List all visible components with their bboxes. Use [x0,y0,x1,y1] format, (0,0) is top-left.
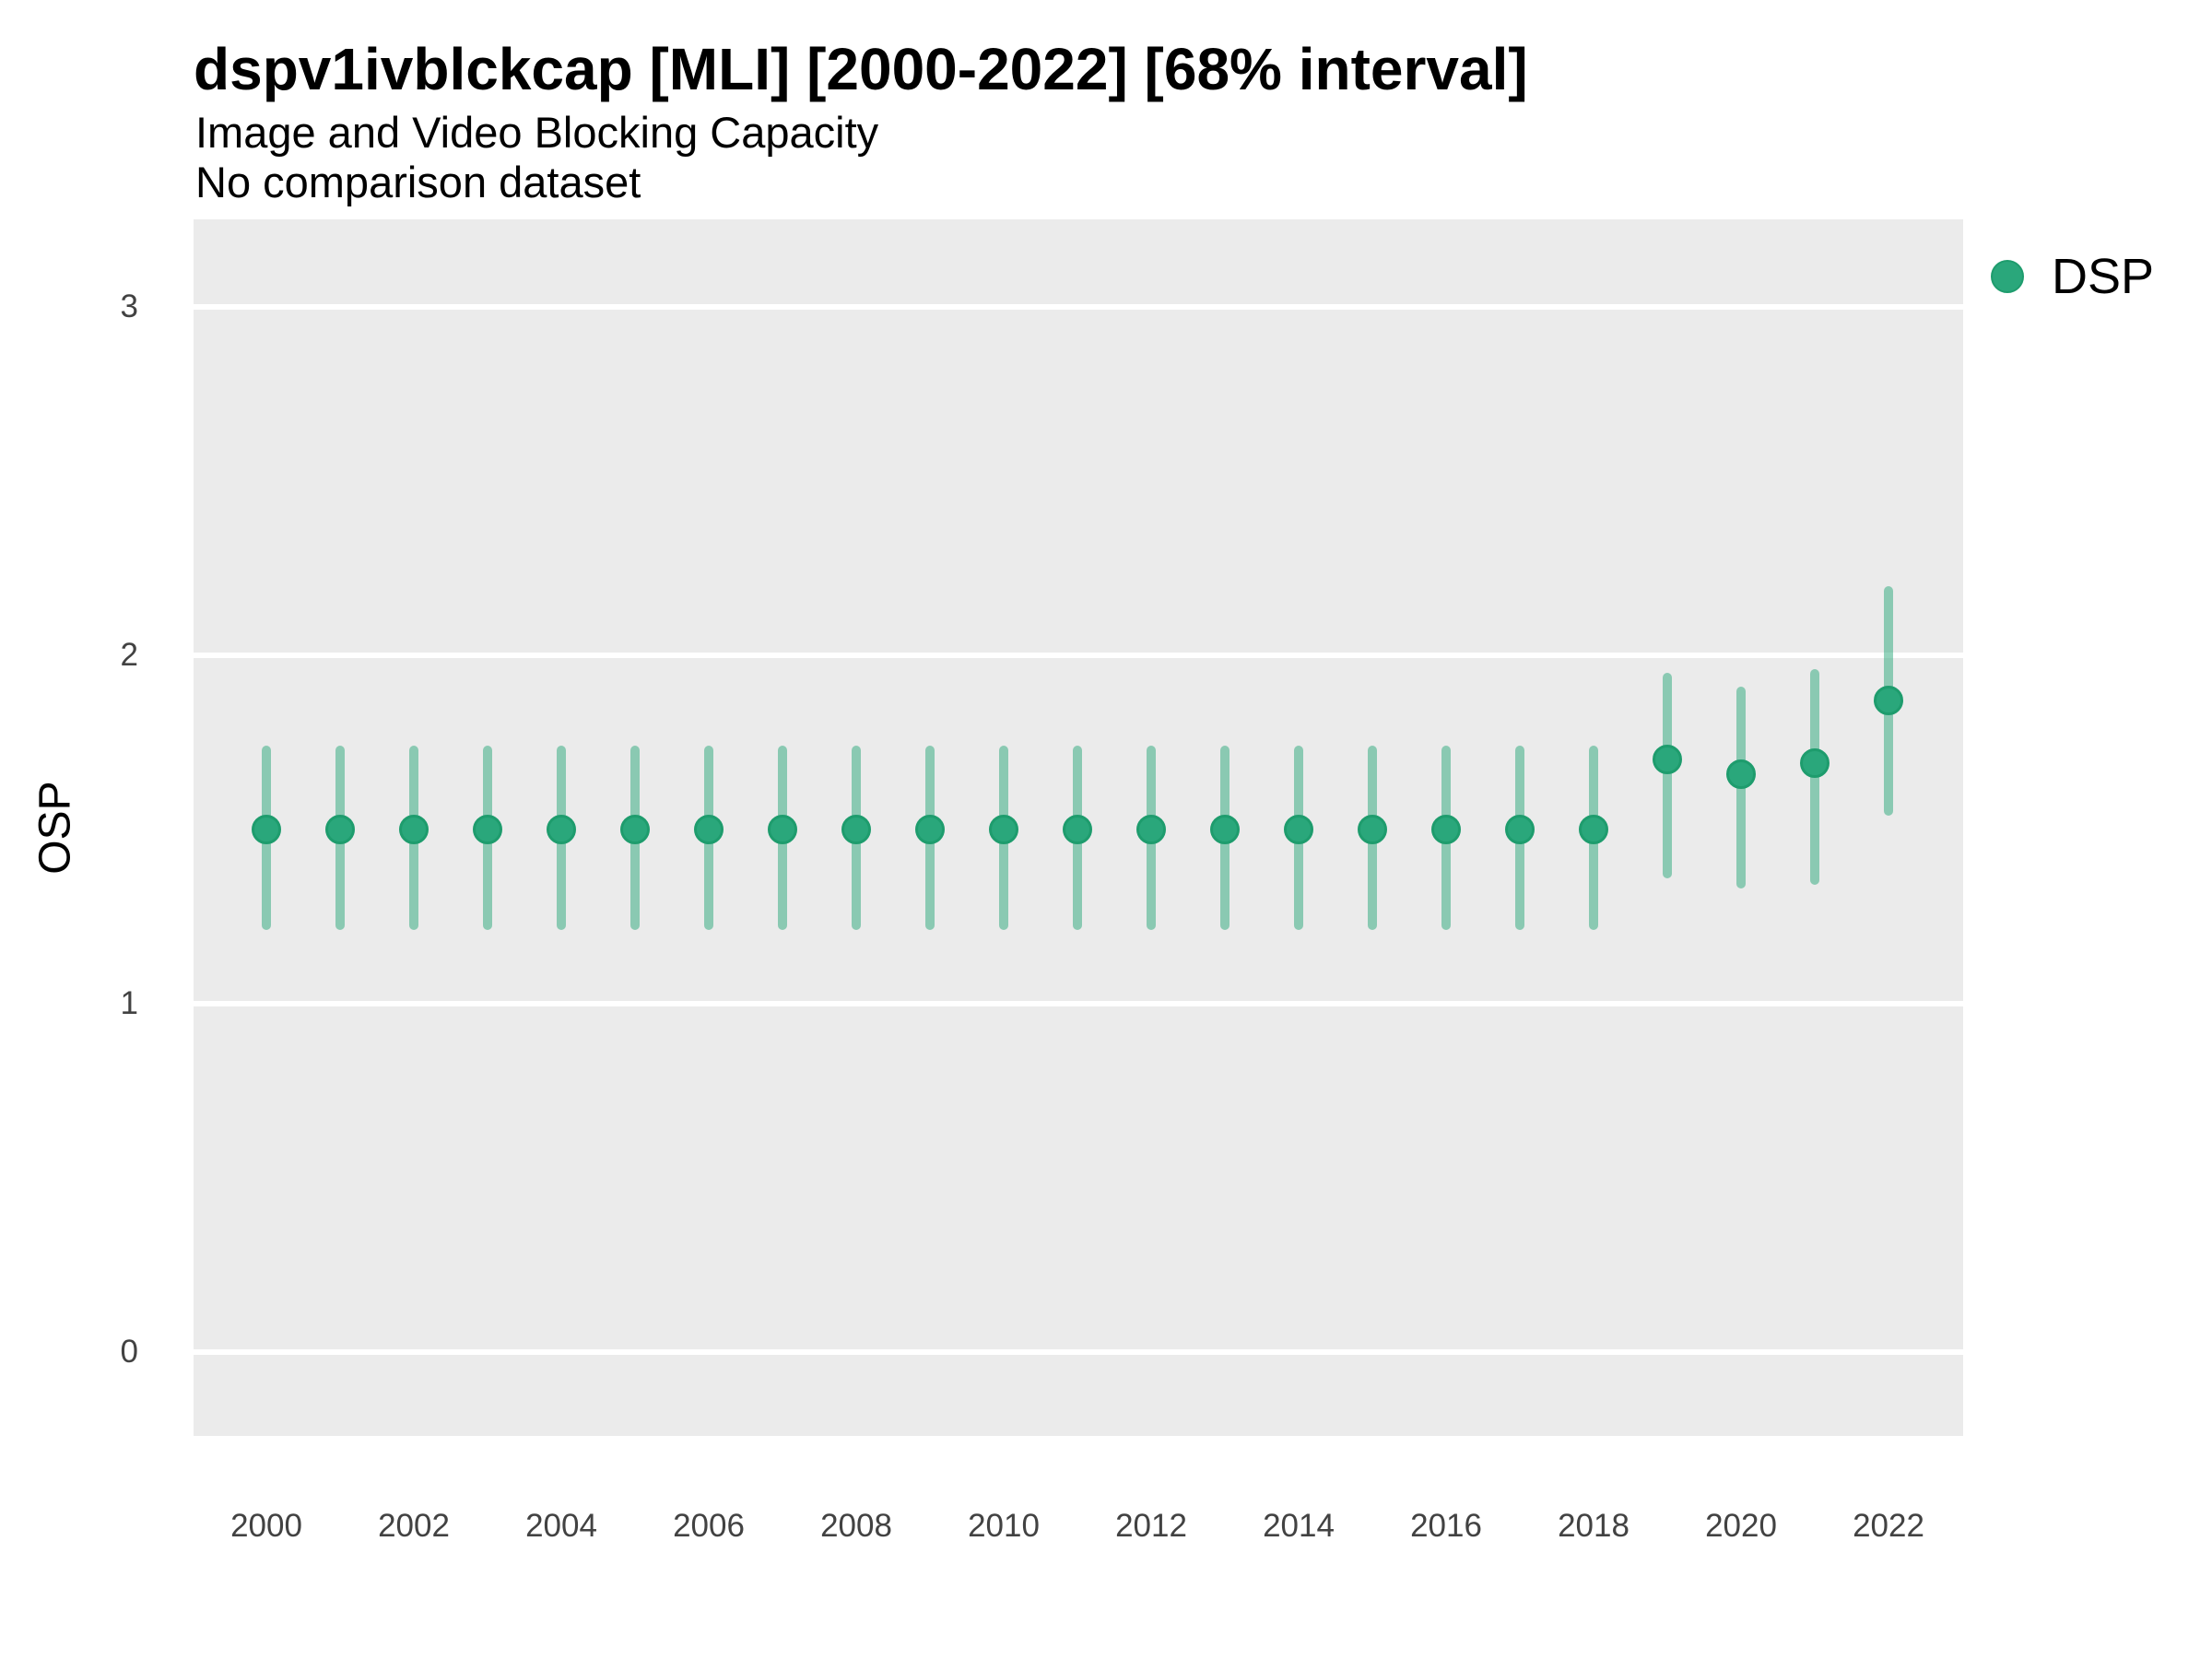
point-2022 [1874,686,1903,716]
point-2021 [1800,748,1830,779]
y-tick-label: 3 [120,288,138,325]
x-tick-label: 2014 [1263,1508,1335,1544]
point-2012 [1136,814,1166,844]
x-tick-label: 2012 [1115,1508,1187,1544]
point-2020 [1726,759,1756,789]
y-tick-label: 1 [120,984,138,1021]
legend-label: DSP [2052,249,2155,304]
point-2016 [1431,814,1461,844]
x-tick-label: 2018 [1558,1508,1630,1544]
y-gridline-0 [194,1348,1963,1355]
point-2003 [473,814,502,844]
chart-note: No comparison dataset [195,158,641,206]
x-tick-label: 2000 [230,1508,302,1544]
y-gridline-2 [194,653,1963,659]
point-2019 [1653,745,1682,775]
point-2009 [915,814,945,844]
y-axis-title: OSP [30,781,80,875]
point-2011 [1063,814,1092,844]
point-2004 [547,814,576,844]
point-2014 [1284,814,1313,844]
point-2001 [325,814,355,844]
legend-dot-icon [1991,260,2024,293]
y-gridline-3 [194,304,1963,311]
x-tick-label: 2022 [1853,1508,1924,1544]
point-2010 [989,814,1018,844]
point-2018 [1579,814,1608,844]
x-tick-label: 2016 [1410,1508,1482,1544]
point-2007 [768,814,797,844]
point-2005 [620,814,650,844]
point-2013 [1210,814,1240,844]
x-tick-label: 2010 [968,1508,1040,1544]
point-2000 [252,814,281,844]
chart-subtitle: Image and Video Blocking Capacity [195,108,879,157]
legend: DSP [1991,244,2203,309]
point-2006 [694,814,724,844]
x-tick-label: 2020 [1705,1508,1777,1544]
x-tick-label: 2006 [673,1508,745,1544]
x-tick-label: 2008 [820,1508,892,1544]
y-gridline-1 [194,1000,1963,1006]
x-tick-label: 2004 [525,1508,597,1544]
x-tick-label: 2002 [378,1508,450,1544]
point-2002 [399,814,429,844]
interval-bar-2019 [1663,672,1672,878]
chart-title: dspv1ivblckcap [MLI] [2000-2022] [68% in… [194,36,1528,102]
point-2015 [1358,814,1387,844]
y-tick-label: 0 [120,1333,138,1370]
y-tick-label: 2 [120,637,138,674]
point-2017 [1505,814,1535,844]
point-2008 [841,814,871,844]
